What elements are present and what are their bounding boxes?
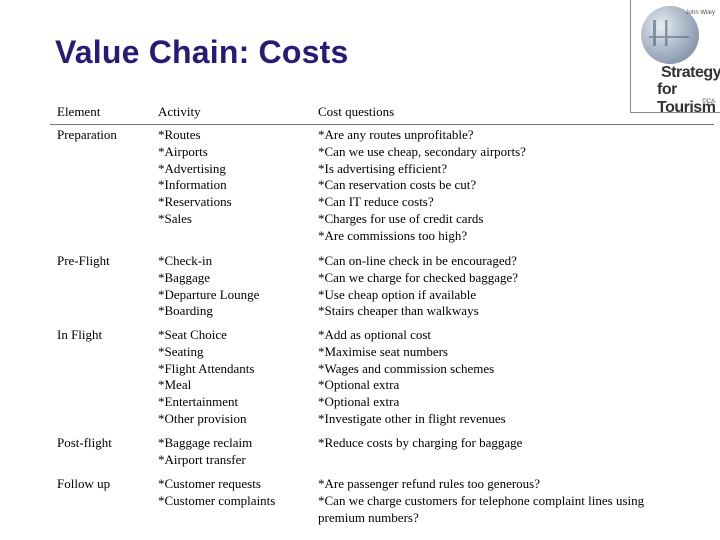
logo-publisher-text: John Wiley [685, 10, 715, 16]
activity-item: *Check-in [158, 253, 213, 268]
activity-cell: *Check-in *Baggage *Departure Lounge *Board… [158, 253, 313, 320]
cost-question-item: *Maximise seat numbers [318, 343, 448, 359]
activity-item: *Other provision [158, 410, 247, 426]
globe-icon [641, 6, 699, 64]
cost-question-cell: *Reduce costs by charging for baggage [318, 435, 698, 452]
cost-question-item: premium numbers? [318, 509, 419, 525]
activity-item: *Sales [158, 210, 192, 226]
activity-item: *Customer requests [158, 476, 261, 491]
cost-question-item: *Stairs cheaper than walkways [318, 303, 479, 319]
activity-cell: *Baggage reclaim *Airport transfer [158, 435, 313, 469]
activity-cell: *Seat Choice *Seating *Flight Attendants *M… [158, 327, 313, 428]
activity-item: *Information [158, 177, 227, 193]
activity-item: *Airport transfer [158, 451, 246, 467]
activity-item: *Meal [158, 377, 192, 393]
cost-question-item: *Are commissions too high? [318, 227, 468, 243]
cost-question-item: *Add as optional cost [318, 327, 432, 342]
cost-question-item: *Can reservation costs be cut? [318, 177, 477, 193]
logo-line-2: for Tourism [657, 81, 716, 116]
header-element: Element [57, 104, 101, 119]
activity-item: *Seating [158, 343, 204, 359]
cost-question-item: *Wages and commission schemes [318, 360, 495, 376]
cost-question-cell: *Can on-line check in be encouraged? *Can… [318, 253, 698, 320]
activity-item: *Flight Attendants [158, 360, 255, 376]
strategy-for-tourism-logo: John Wiley Strategy for Tourism ©CA [630, 0, 720, 116]
cost-question-item: *Can we use cheap, secondary airports? [318, 143, 526, 159]
cost-question-item: *Is advertising efficient? [318, 160, 447, 176]
cost-question-item: *Charges for use of credit cards [318, 210, 484, 226]
cost-question-cell: *Add as optional cost *Maximise seat numb… [318, 327, 698, 428]
cost-question-item: *Reduce costs by charging for baggage [318, 435, 523, 450]
activity-cell: *Routes *Airports *Advertising *Information… [158, 127, 313, 228]
header-divider [50, 124, 714, 125]
page-title: Value Chain: Costs [55, 34, 349, 70]
activity-cell: *Customer requests *Customer complaints [158, 476, 313, 510]
cost-question-item: *Can we charge for checked baggage? [318, 269, 519, 285]
element-cell: Preparation [57, 127, 117, 142]
header-cost-questions: Cost questions [318, 104, 395, 119]
header-activity: Activity [158, 104, 201, 119]
element-cell: Post-flight [57, 435, 112, 450]
logo-line-1: Strategy [661, 64, 720, 81]
cost-question-item: *Are any routes unprofitable? [318, 127, 474, 142]
element-cell: Pre-Flight [57, 253, 110, 268]
element-cell: Follow up [57, 476, 111, 491]
activity-item: *Departure Lounge [158, 286, 260, 302]
activity-item: *Seat Choice [158, 327, 227, 342]
activity-item: *Customer complaints [158, 492, 276, 508]
cost-question-cell: *Are passenger refund rules too generous… [318, 476, 698, 526]
logo-mark-text: ©CA [702, 99, 715, 105]
element-cell: In Flight [57, 327, 103, 342]
activity-item: *Airports [158, 143, 208, 159]
cost-question-item: *Investigate other in flight revenues [318, 410, 506, 426]
activity-item: *Boarding [158, 303, 213, 319]
activity-item: *Routes [158, 127, 201, 142]
cost-question-item: *Are passenger refund rules too generous… [318, 476, 541, 491]
cost-question-item: *Use cheap option if available [318, 286, 477, 302]
activity-item: *Reservations [158, 194, 232, 210]
cost-question-item: *Can we charge customers for telephone c… [318, 492, 645, 508]
cost-question-item: *Can IT reduce costs? [318, 194, 434, 210]
cost-question-item: *Optional extra [318, 377, 400, 393]
activity-item: *Baggage reclaim [158, 435, 253, 450]
cost-question-item: *Optional extra [318, 394, 400, 410]
cost-question-cell: *Are any routes unprofitable? *Can we use… [318, 127, 698, 245]
activity-item: *Advertising [158, 160, 226, 176]
activity-item: *Entertainment [158, 394, 239, 410]
cost-question-item: *Can on-line check in be encouraged? [318, 253, 517, 268]
activity-item: *Baggage [158, 269, 210, 285]
